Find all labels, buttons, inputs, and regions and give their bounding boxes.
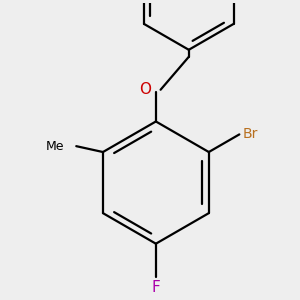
Text: Br: Br <box>243 128 258 141</box>
Text: Me: Me <box>46 140 64 153</box>
Text: F: F <box>152 280 160 295</box>
Text: O: O <box>139 82 151 97</box>
